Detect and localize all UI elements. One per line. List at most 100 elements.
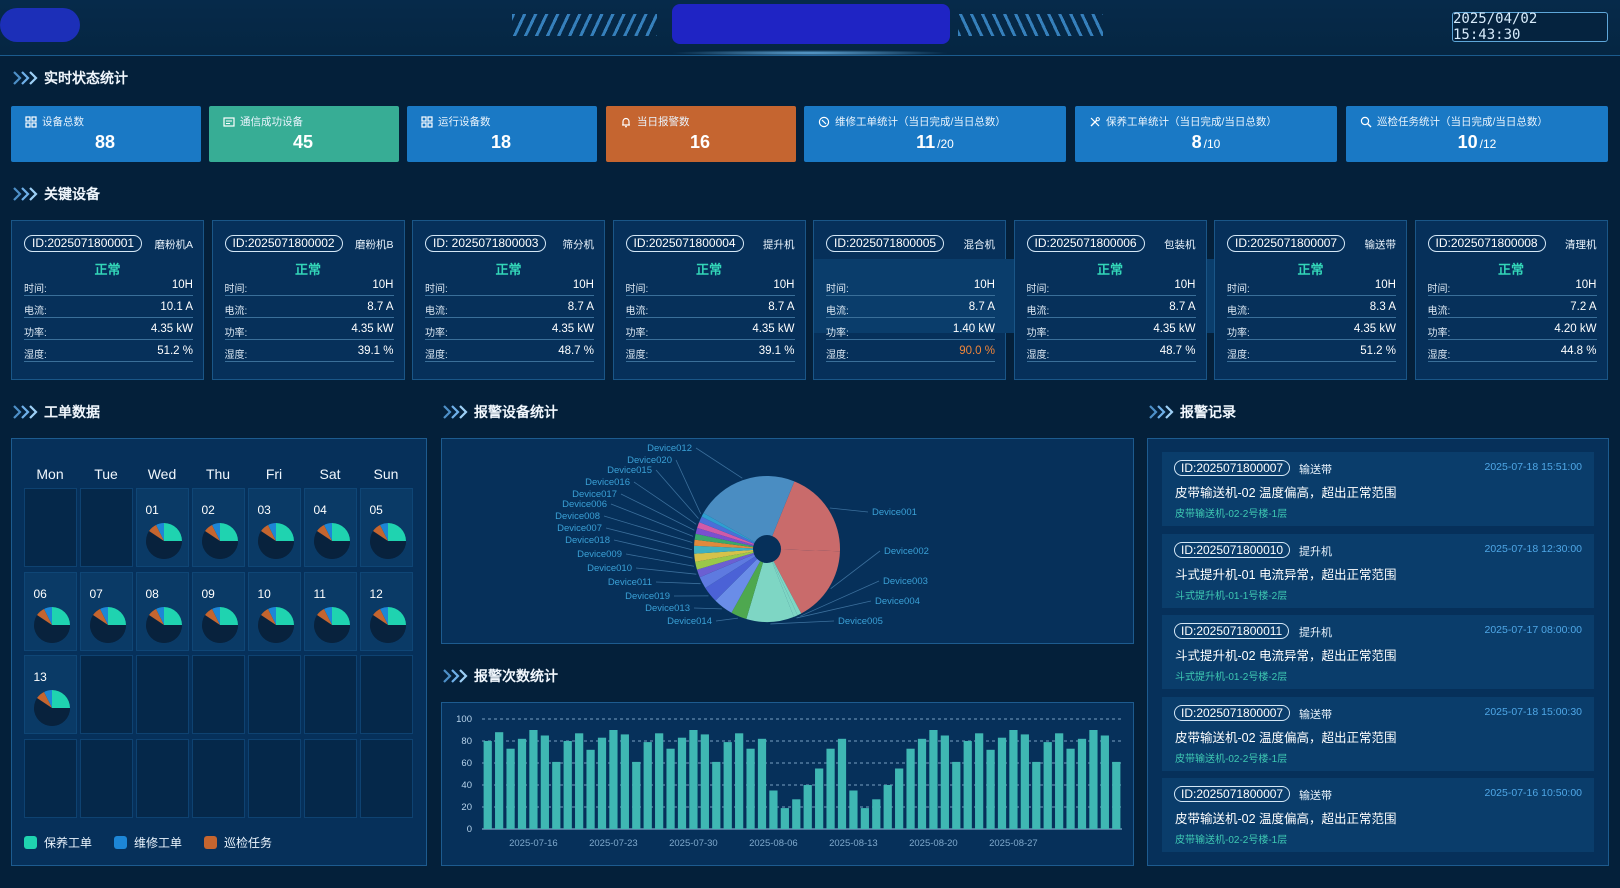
bar[interactable] <box>540 735 549 830</box>
bar[interactable] <box>677 737 687 829</box>
bar[interactable] <box>735 733 744 829</box>
pie-slice[interactable] <box>731 549 767 620</box>
calendar-day[interactable]: 03 <box>247 488 301 567</box>
bar[interactable] <box>975 733 984 829</box>
bar[interactable] <box>666 748 675 829</box>
bar[interactable] <box>849 790 858 830</box>
alarm-record[interactable]: ID:2025071800007 输送带 2025-07-18 15:00:30 皮带… <box>1162 696 1594 771</box>
bar[interactable] <box>632 761 641 829</box>
pie-slice[interactable] <box>767 549 840 614</box>
bar[interactable] <box>483 741 492 829</box>
bar[interactable] <box>1055 733 1064 829</box>
calendar-day[interactable]: 05 <box>359 488 413 567</box>
alarm-record[interactable]: ID:2025071800010 提升机 2025-07-18 12:30:00 斗式… <box>1162 533 1594 608</box>
bar[interactable] <box>1077 738 1087 829</box>
calendar-day[interactable]: 09 <box>191 572 245 651</box>
bar[interactable] <box>952 761 961 829</box>
bar[interactable] <box>712 761 721 829</box>
pie-slice[interactable] <box>699 549 767 589</box>
bar[interactable] <box>609 730 618 829</box>
device-card[interactable]: ID:2025071800006 包装机 正常 时间: 10H 电流: 8.7 A 功率: 4.… <box>1013 220 1207 380</box>
bar[interactable] <box>1066 748 1075 829</box>
pie-slice[interactable] <box>694 533 767 549</box>
bar[interactable] <box>837 738 847 829</box>
bar[interactable] <box>575 733 584 829</box>
bar[interactable] <box>792 799 801 829</box>
calendar-day[interactable]: 12 <box>359 572 413 651</box>
calendar-day[interactable]: 11 <box>303 572 357 651</box>
bar[interactable] <box>723 742 732 829</box>
bar[interactable] <box>986 749 995 829</box>
bar[interactable] <box>1100 735 1109 830</box>
calendar-day[interactable]: 10 <box>247 572 301 651</box>
bar[interactable] <box>963 741 972 829</box>
bar[interactable] <box>700 734 709 829</box>
device-card[interactable]: ID:2025071800007 输送带 正常 时间: 10H 电流: 8.3 A 功率: 4.… <box>1214 220 1407 380</box>
calendar-day[interactable]: 04 <box>303 488 357 567</box>
device-card[interactable]: ID:2025071800002 磨粉机B 正常 时间: 10H 电流: 8.7 A 功率: 4… <box>211 220 405 380</box>
alarm-record[interactable]: ID:2025071800007 输送带 2025-07-18 15:51:00 皮带… <box>1162 452 1594 526</box>
bar[interactable] <box>586 749 595 829</box>
bar[interactable] <box>495 732 504 829</box>
pie-slice[interactable] <box>694 545 767 554</box>
pie-slice[interactable] <box>694 549 767 562</box>
pie-slice[interactable] <box>705 549 767 601</box>
bar[interactable] <box>1020 734 1029 829</box>
device-card[interactable]: ID:2025071800008 清理机 正常 时间: 10H 电流: 7.2 A 功率: 4.… <box>1414 220 1608 380</box>
alarm-record[interactable]: ID:2025071800007 输送带 2025-07-16 10:50:00 皮带… <box>1162 778 1594 852</box>
bar[interactable] <box>1043 742 1052 829</box>
device-card[interactable]: ID:2025071800001 磨粉机A 正常 时间: 10H 电流: 10.1 A 功率:… <box>11 220 204 380</box>
legend-item[interactable]: 巡检任务 <box>204 834 272 851</box>
bar[interactable] <box>895 768 904 830</box>
pie-slice[interactable] <box>703 476 795 549</box>
bar[interactable] <box>746 748 755 829</box>
bar[interactable] <box>517 738 527 829</box>
bar[interactable] <box>940 735 949 830</box>
legend-item[interactable]: 保养工单 <box>24 834 92 851</box>
bar[interactable] <box>1089 730 1098 829</box>
bar[interactable] <box>1009 730 1018 829</box>
bar[interactable] <box>597 737 607 829</box>
bar[interactable] <box>529 730 538 829</box>
bar[interactable] <box>1032 761 1041 829</box>
bar[interactable] <box>997 737 1007 829</box>
calendar-day[interactable]: 01 <box>135 488 189 567</box>
bar[interactable] <box>803 785 812 829</box>
bar[interactable] <box>906 748 915 829</box>
bar[interactable] <box>917 738 927 829</box>
bar[interactable] <box>815 768 824 830</box>
pie-slice[interactable] <box>701 513 767 549</box>
pie-slice[interactable] <box>695 549 767 570</box>
calendar-day[interactable]: 08 <box>135 572 189 651</box>
bar[interactable] <box>872 799 881 829</box>
pie-slice[interactable] <box>694 539 767 549</box>
bar[interactable] <box>655 733 664 829</box>
calendar-day[interactable]: 02 <box>191 488 245 567</box>
bar[interactable] <box>552 761 561 829</box>
device-card[interactable]: ID: 2025071800003 筛分机 正常 时间: 10H 电流: 8.7 A 功率: 4… <box>412 220 605 380</box>
alarm-record[interactable]: ID:2025071800011 提升机 2025-07-17 08:00:00 斗式… <box>1162 615 1594 689</box>
pie-slice[interactable] <box>767 481 840 552</box>
calendar-day[interactable]: 13 <box>23 655 77 734</box>
bar[interactable] <box>826 748 835 829</box>
bar[interactable] <box>769 790 778 830</box>
bar[interactable] <box>563 741 572 829</box>
bar[interactable] <box>1112 761 1121 829</box>
pie-slice[interactable] <box>715 549 767 613</box>
bar[interactable] <box>780 808 789 829</box>
bar[interactable] <box>506 748 515 829</box>
bar[interactable] <box>929 730 938 829</box>
pie-slice[interactable] <box>767 549 798 617</box>
bar[interactable] <box>620 734 629 829</box>
bar[interactable] <box>689 730 698 829</box>
device-card[interactable]: ID:2025071800004 提升机 正常 时间: 10H 电流: 8.7 A 功率: 4.… <box>612 220 806 380</box>
bar[interactable] <box>643 742 652 829</box>
pie-slice[interactable] <box>697 522 767 549</box>
bar[interactable] <box>860 808 869 829</box>
pie-slice[interactable] <box>695 527 767 549</box>
calendar-day[interactable]: 06 <box>23 572 77 651</box>
bar[interactable] <box>757 738 767 829</box>
pie-slice[interactable] <box>767 549 802 616</box>
pie-slice[interactable] <box>696 549 767 578</box>
